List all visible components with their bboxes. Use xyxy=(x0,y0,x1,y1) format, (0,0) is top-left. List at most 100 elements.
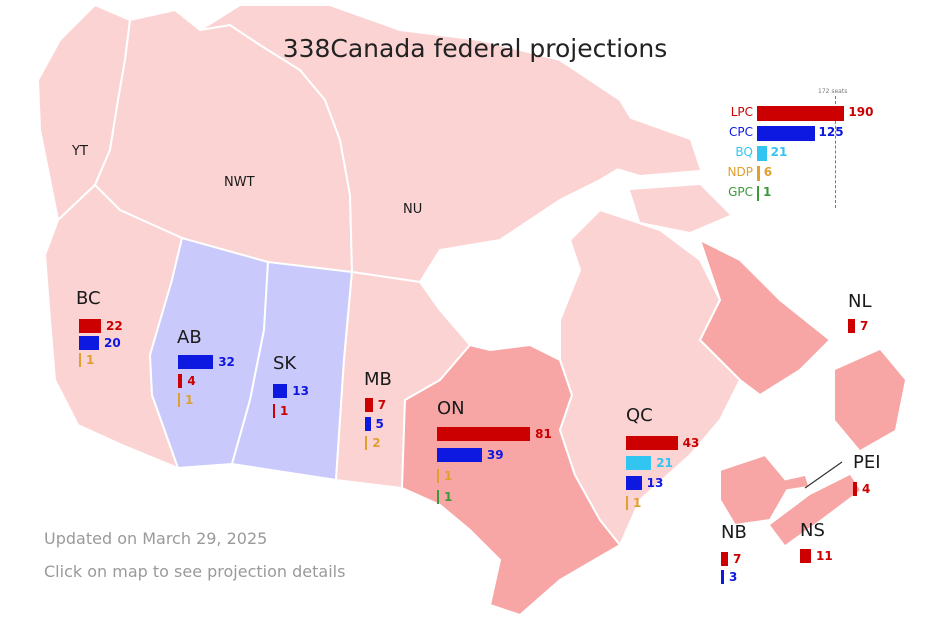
province-label-pei[interactable]: PEI xyxy=(853,452,881,473)
seat-bar-lpc xyxy=(853,482,857,496)
seat-count-lpc: 7 xyxy=(377,398,387,412)
seat-bar-ndp xyxy=(626,496,628,510)
legend-seats-lpc: 190 xyxy=(848,105,874,119)
province-seat-row: 1 xyxy=(273,404,288,418)
province-seat-row: 1 xyxy=(178,393,193,407)
seat-count-ndp: 1 xyxy=(633,496,642,510)
province-seat-row: 2 xyxy=(365,436,381,450)
region-labrador[interactable] xyxy=(698,238,832,397)
province-seat-row: 11 xyxy=(800,549,833,563)
seat-count-lpc: 22 xyxy=(106,319,123,333)
province-seat-row: 4 xyxy=(178,374,196,388)
seat-bar-ndp xyxy=(365,436,368,450)
province-seat-row: 32 xyxy=(178,355,235,369)
seat-count-ndp: 2 xyxy=(372,436,381,450)
seat-bar-lpc xyxy=(79,319,101,333)
province-seat-row: 3 xyxy=(721,570,737,584)
province-label-bc[interactable]: BC xyxy=(76,288,101,309)
legend-party-cpc: CPC xyxy=(729,125,753,139)
seat-count-ndp: 1 xyxy=(86,353,95,367)
province-seat-row: 1 xyxy=(79,353,94,367)
seat-bar-cpc xyxy=(79,336,99,350)
province-seat-row: 4 xyxy=(853,482,870,496)
seat-bar-lpc xyxy=(721,552,728,566)
province-seat-row: 7 xyxy=(721,552,741,566)
province-seat-row: 1 xyxy=(626,496,641,510)
province-label-qc[interactable]: QC xyxy=(626,405,653,426)
province-label-mb[interactable]: MB xyxy=(364,369,392,390)
seat-count-ndp: 1 xyxy=(444,469,453,483)
legend-party-ndp: NDP xyxy=(727,165,753,179)
seat-bar-cpc xyxy=(273,384,288,398)
province-seat-row: 13 xyxy=(626,476,663,490)
region-nova-scotia[interactable] xyxy=(770,475,860,545)
seat-count-lpc: 4 xyxy=(187,374,196,388)
legend-seats-gpc: 1 xyxy=(763,185,772,199)
seat-bar-ndp xyxy=(437,469,439,483)
province-seat-row: 7 xyxy=(365,398,386,412)
seat-bar-lpc xyxy=(365,398,373,412)
seat-count-cpc: 5 xyxy=(375,417,384,431)
seat-count-bq: 21 xyxy=(656,456,673,470)
national-seat-legend[interactable]: 172 seats LPC 190 CPC 125 BQ 21 NDP 6 GPC 1 xyxy=(715,88,875,208)
seat-bar-bq xyxy=(626,456,652,470)
page-title: 338Canada federal projections xyxy=(282,34,668,63)
province-label-sk[interactable]: SK xyxy=(273,353,297,374)
territory-label-yt: YT xyxy=(72,144,88,159)
seat-bar-cpc xyxy=(365,417,371,431)
province-seat-row: 13 xyxy=(273,384,309,398)
province-seat-row: 1 xyxy=(437,490,452,504)
seat-count-cpc: 13 xyxy=(292,384,309,398)
legend-bar-bq xyxy=(757,146,767,161)
seat-count-ndp: 1 xyxy=(185,393,194,407)
seat-count-cpc: 39 xyxy=(486,448,504,462)
seat-count-lpc: 43 xyxy=(682,436,700,450)
province-seat-row: 5 xyxy=(365,417,384,431)
province-label-ns[interactable]: NS xyxy=(800,520,825,541)
province-label-ab[interactable]: AB xyxy=(177,327,202,348)
province-seat-row: 21 xyxy=(626,456,673,470)
seat-count-lpc: 7 xyxy=(860,319,869,333)
legend-party-gpc: GPC xyxy=(728,185,753,199)
seat-bar-lpc xyxy=(178,374,183,388)
seat-count-cpc: 20 xyxy=(104,336,121,350)
legend-seats-ndp: 6 xyxy=(763,165,773,179)
territory-label-nwt: NWT xyxy=(224,175,255,190)
province-label-nb[interactable]: NB xyxy=(721,522,747,543)
legend-seats-cpc: 125 xyxy=(818,125,844,139)
legend-bar-lpc xyxy=(757,106,845,121)
arctic-island xyxy=(560,115,700,175)
province-seat-row: 39 xyxy=(437,448,504,462)
seat-bar-cpc xyxy=(721,570,724,584)
legend-seats-bq: 21 xyxy=(770,145,788,159)
legend-bar-cpc xyxy=(757,126,815,141)
province-seat-row: 20 xyxy=(79,336,121,350)
hudson-bay xyxy=(420,230,580,350)
province-seat-row: 22 xyxy=(79,319,123,333)
region-pei[interactable] xyxy=(778,476,808,490)
province-label-nl[interactable]: NL xyxy=(848,291,872,312)
province-seat-row: 1 xyxy=(437,469,452,483)
region-newfoundland[interactable] xyxy=(835,350,905,450)
seat-bar-lpc xyxy=(437,427,531,441)
updated-date-text: Updated on March 29, 2025 xyxy=(44,529,268,548)
seat-bar-ndp xyxy=(178,393,180,407)
seat-bar-cpc xyxy=(626,476,642,490)
seat-count-lpc: 11 xyxy=(816,549,833,563)
seat-count-cpc: 3 xyxy=(729,570,738,584)
seat-bar-ndp xyxy=(79,353,81,367)
seat-count-lpc: 81 xyxy=(535,427,552,441)
seat-count-cpc: 32 xyxy=(218,355,235,369)
seat-count-lpc: 4 xyxy=(862,482,871,496)
seat-bar-gpc xyxy=(437,490,439,504)
arctic-island xyxy=(630,185,730,232)
province-label-on[interactable]: ON xyxy=(437,398,465,419)
region-quebec[interactable] xyxy=(558,208,742,547)
seat-count-lpc: 1 xyxy=(280,404,289,418)
seat-count-lpc: 7 xyxy=(733,552,742,566)
region-new-brunswick[interactable] xyxy=(719,453,792,527)
province-seat-row: 7 xyxy=(848,319,868,333)
seat-count-gpc: 1 xyxy=(444,490,453,504)
